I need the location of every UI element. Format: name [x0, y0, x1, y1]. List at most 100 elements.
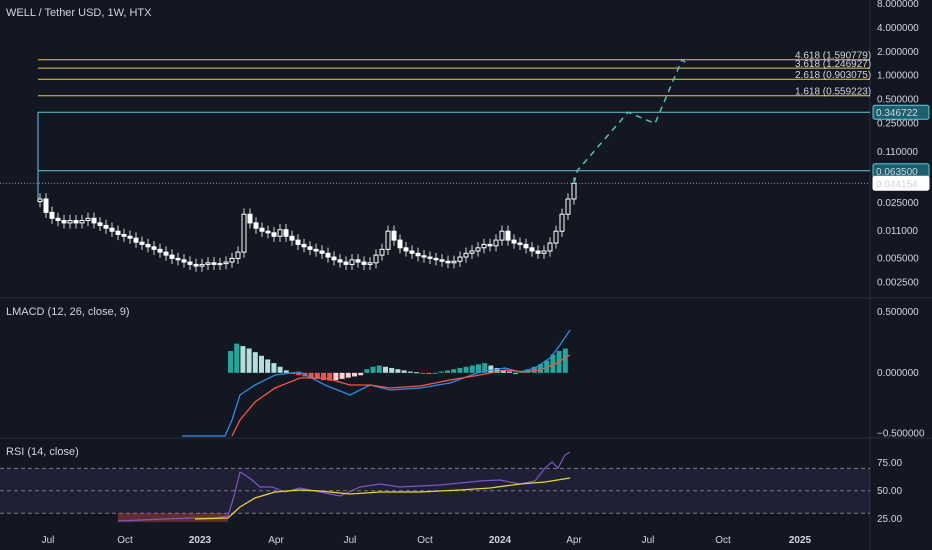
rsi-axis-tick: 25.00 [877, 514, 902, 525]
candle-body [37, 198, 43, 203]
macd-hist-bar [246, 348, 252, 373]
rsi-pane-title: RSI (14, close) [6, 446, 79, 458]
price-tag-label: 0.063500 [876, 167, 918, 178]
macd-hist-bar [389, 367, 395, 373]
macd-hist-bar [420, 372, 426, 374]
time-axis-tick: Oct [417, 535, 433, 546]
candle-body [337, 259, 343, 263]
macd-hist-bar [327, 372, 333, 381]
macd-hist-bar [476, 364, 481, 373]
candle-body [511, 239, 517, 244]
candle-body [319, 250, 325, 254]
macd-hist-bar [395, 369, 401, 373]
candle-body [43, 198, 49, 213]
candle-body [61, 220, 67, 224]
macd-hist-bar [507, 371, 512, 373]
candle-body [529, 247, 535, 252]
macd-hist-bar [364, 369, 370, 373]
candle-body [85, 217, 91, 222]
candle-body [559, 213, 565, 232]
macd-hist-bar [500, 370, 506, 373]
candle-body [505, 230, 511, 241]
candle-body [121, 234, 127, 237]
candle-body [451, 260, 457, 264]
candle-body [97, 222, 103, 226]
macd-hist-bar [383, 366, 388, 373]
candle-body [307, 246, 313, 250]
macd-axis-tick: 0.500000 [877, 307, 919, 318]
price-tag-label: 0.044154 [876, 179, 918, 190]
macd-hist-bar [494, 367, 500, 373]
candle-body [571, 182, 577, 200]
signal-line [231, 354, 571, 437]
candle-body [229, 257, 235, 263]
candle-body [259, 227, 265, 232]
candle-body [517, 242, 523, 245]
time-axis-tick: Jul [642, 535, 655, 546]
fib-level-label: 2.618 (0.903075) [795, 70, 871, 81]
macd-hist-bar [339, 372, 345, 379]
candle-body [277, 229, 283, 237]
candle-body [421, 255, 427, 258]
price-axis-tick: 0.250000 [877, 119, 919, 130]
candle-body [475, 247, 481, 252]
macd-hist-bar [513, 372, 519, 374]
projection-path [573, 58, 688, 184]
candle-body [253, 222, 259, 229]
macd-axis-tick: −0.500000 [877, 429, 925, 440]
candle-body [109, 227, 115, 232]
macd-hist-bar [240, 346, 246, 373]
macd-axis-tick: 0.000000 [877, 368, 919, 379]
candle-body [115, 230, 121, 236]
candle-body [565, 198, 571, 215]
candle-body [169, 254, 175, 259]
candle-body [349, 259, 355, 265]
macd-hist-bar [265, 359, 271, 373]
candle-body [187, 261, 193, 265]
price-tag-label: 0.346722 [876, 108, 918, 119]
macd-hist-bar [407, 371, 413, 373]
candle-body [343, 261, 349, 265]
time-axis-tick: Oct [715, 535, 731, 546]
candle-body [295, 239, 301, 245]
candle-body [331, 256, 337, 261]
candle-body [163, 251, 169, 256]
macd-hist-bar [321, 372, 326, 381]
rsi-ma-line [194, 477, 571, 520]
macd-hist-bar [376, 365, 382, 373]
fib-level-label: 1.618 (0.559223) [795, 87, 871, 98]
macd-hist-bar [271, 363, 277, 373]
candle-body [73, 220, 79, 224]
macd-hist-bar [445, 370, 450, 373]
candle-body [301, 243, 307, 248]
price-axis-tick: 0.002500 [877, 277, 919, 288]
price-axis-tick: 0.025000 [877, 198, 919, 209]
candle-body [325, 252, 331, 258]
price-tag-box [872, 104, 930, 120]
fib-level-label: 4.618 (1.590779) [795, 51, 871, 62]
candle-body [415, 252, 421, 257]
macd-hist-bar [562, 348, 568, 373]
macd-hist-bar [451, 369, 457, 373]
candle-body [379, 248, 385, 256]
price-axis-tick: 0.011000 [877, 226, 918, 237]
candle-body [283, 229, 289, 237]
time-axis-tick: Apr [268, 535, 284, 546]
macd-hist-bar [432, 372, 438, 374]
macd-hist-bar [252, 352, 258, 373]
price-axis-tick: 4.000000 [877, 23, 919, 34]
macd-hist-bar [283, 370, 289, 373]
candle-body [373, 254, 379, 264]
candle-body [427, 256, 433, 259]
candle-body [445, 260, 451, 264]
candle-body [367, 262, 373, 265]
macd-hist-bar [296, 372, 302, 376]
time-axis-tick: 2025 [789, 535, 812, 546]
candle-body [205, 262, 211, 265]
candle-body [457, 256, 463, 262]
macd-hist-bar [463, 366, 469, 373]
candle-body [547, 242, 553, 252]
candle-body [133, 237, 139, 243]
macd-hist-bar [259, 355, 264, 373]
